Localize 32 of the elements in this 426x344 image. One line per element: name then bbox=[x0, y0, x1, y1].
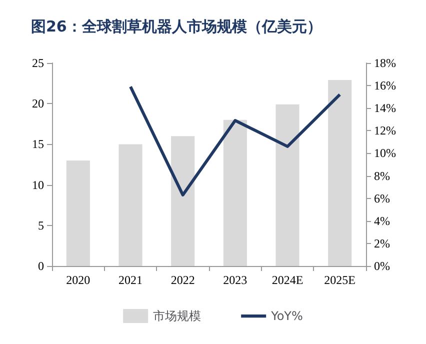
x-tick-label: 2022 bbox=[170, 273, 195, 287]
x-tick-label: 2024E bbox=[272, 273, 304, 287]
chart-title: 图26：全球割草机器人市场规模（亿美元） bbox=[31, 18, 322, 36]
y2-tick-label: 2% bbox=[374, 236, 390, 250]
y2-tick-label: 12% bbox=[374, 124, 396, 138]
bar bbox=[223, 120, 247, 266]
y2-tick-label: 14% bbox=[374, 101, 396, 116]
bar bbox=[66, 160, 90, 266]
y-tick-label: 0 bbox=[38, 259, 44, 273]
bar bbox=[171, 136, 195, 266]
bar bbox=[276, 104, 300, 266]
y-tick-label: 5 bbox=[38, 218, 44, 232]
y2-tick-label: 10% bbox=[374, 146, 396, 160]
legend-label: YoY% bbox=[270, 309, 303, 323]
x-tick-label: 2025E bbox=[324, 273, 356, 287]
y2-tick-label: 6% bbox=[374, 191, 390, 206]
x-tick-label: 2021 bbox=[118, 273, 142, 287]
bar bbox=[118, 144, 142, 266]
y-tick-label: 15 bbox=[32, 137, 44, 152]
legend-label: 市场规模 bbox=[153, 309, 202, 323]
x-tick-label: 2023 bbox=[223, 273, 248, 287]
y2-tick-label: 18% bbox=[374, 56, 396, 70]
line-series bbox=[129, 85, 342, 196]
x-tick-label: 2020 bbox=[66, 273, 90, 287]
y-tick-label: 20 bbox=[32, 96, 44, 111]
bar bbox=[328, 80, 352, 266]
y2-tick-label: 0% bbox=[374, 259, 390, 273]
y2-tick-label: 8% bbox=[374, 168, 390, 183]
y2-tick-label: 4% bbox=[374, 214, 390, 228]
y2-tick-label: 16% bbox=[374, 78, 396, 93]
y-tick-label: 25 bbox=[32, 56, 44, 70]
y-tick-label: 10 bbox=[32, 178, 44, 192]
